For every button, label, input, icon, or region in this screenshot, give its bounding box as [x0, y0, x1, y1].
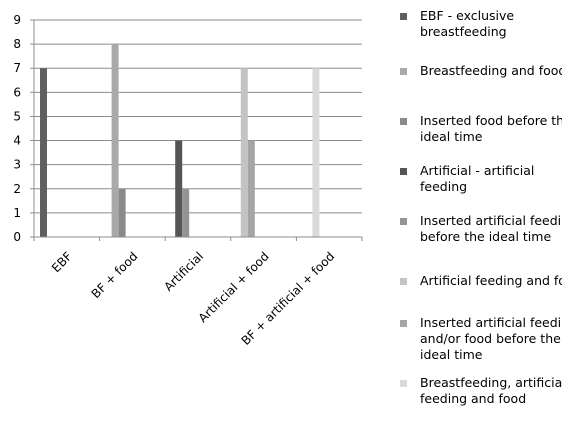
legend-item: Inserted artificial feeding and/or food …	[398, 315, 562, 363]
bar	[175, 140, 183, 237]
legend-swatch	[400, 218, 407, 225]
legend-swatch	[400, 168, 407, 175]
bar	[111, 44, 119, 237]
legend-label: EBF - exclusive breastfeeding	[420, 8, 515, 39]
legend-item: Artificial - artificial feeding	[398, 163, 562, 195]
legend-item: Inserted food before the ideal time	[398, 113, 562, 145]
y-tick-label: 9	[13, 13, 21, 27]
x-tick-label: Artificial + food	[196, 249, 272, 325]
gridlines	[34, 19, 362, 214]
bar	[240, 68, 248, 237]
legend-swatch	[400, 13, 407, 20]
legend-swatch	[400, 68, 407, 75]
legend-item: EBF - exclusive breastfeeding	[398, 8, 562, 40]
legend-label: Breastfeeding and food	[420, 63, 562, 78]
legend-label: Inserted artificial feeding and/or food …	[420, 315, 562, 362]
x-tick-label: EBF	[49, 249, 75, 275]
y-tick-label: 1	[13, 206, 21, 220]
x-tick-label: Artificial	[161, 249, 206, 294]
y-tick-label: 6	[13, 85, 21, 99]
legend-swatch	[400, 380, 407, 387]
y-tick-label: 3	[13, 158, 21, 172]
legend-label: Inserted food before the ideal time	[420, 113, 562, 144]
legend-item: Inserted artificial feeding before the i…	[398, 213, 562, 245]
y-tick-labels: 0 1 2 3 4 5 6 7 8 9	[13, 13, 21, 244]
bar	[40, 68, 47, 237]
legend-swatch	[400, 278, 407, 285]
legend-label: Artificial - artificial feeding	[420, 163, 535, 194]
x-tick-label: BF + food	[89, 249, 141, 301]
bar	[182, 188, 190, 237]
y-tick-label: 5	[13, 109, 21, 123]
bar	[118, 188, 126, 237]
axes	[30, 19, 363, 241]
legend-swatch	[400, 320, 407, 327]
bar	[247, 140, 255, 237]
bar	[312, 68, 320, 237]
legend-item: Breastfeeding and food	[398, 63, 562, 79]
legend-label: Inserted artificial feeding before the i…	[420, 213, 562, 244]
legend-item: Artificial feeding and food	[398, 273, 562, 289]
y-tick-label: 2	[13, 182, 21, 196]
bars	[40, 44, 320, 237]
legend-item: Breastfeeding, artificial feeding and fo…	[398, 375, 562, 407]
legend-label: Breastfeeding, artificial feeding and fo…	[420, 375, 562, 406]
y-tick-label: 8	[13, 37, 21, 51]
legend-label: Artificial feeding and food	[420, 273, 562, 288]
y-tick-label: 0	[13, 230, 21, 244]
legend-swatch	[400, 118, 407, 125]
y-tick-label: 4	[13, 134, 21, 148]
y-tick-label: 7	[13, 61, 21, 75]
